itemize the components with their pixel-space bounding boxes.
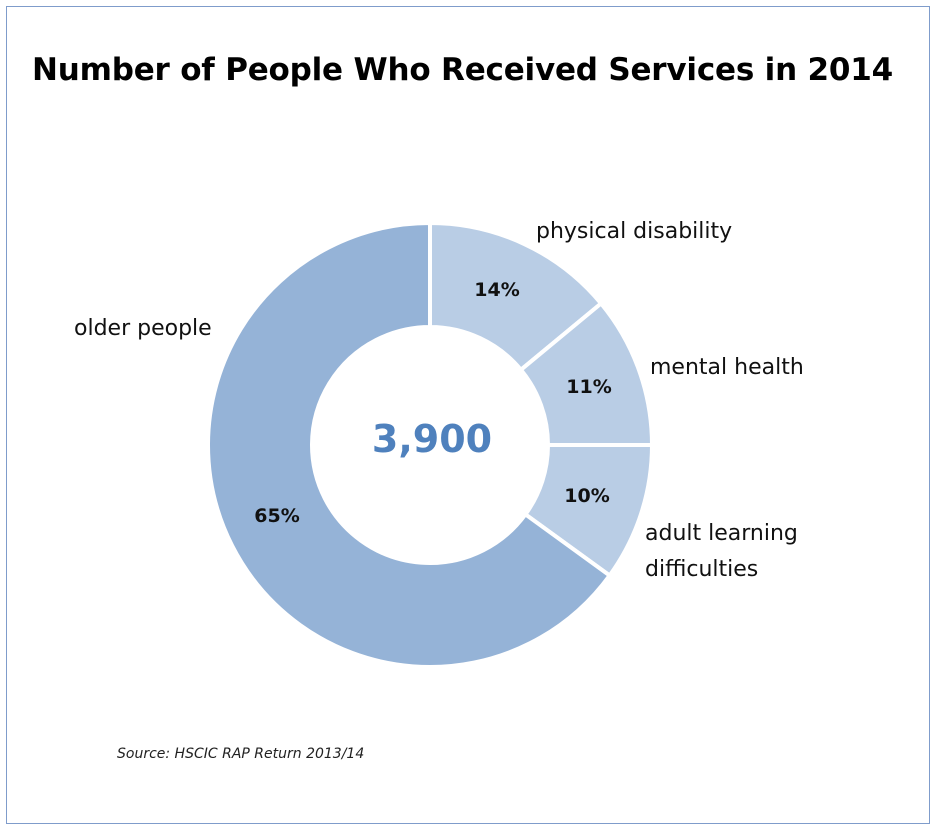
slice-older-people	[206, 220, 613, 669]
category-label-physical-disability: physical disability	[536, 219, 732, 244]
pct-label-adult-learning-difficulties: 10%	[564, 485, 609, 507]
pct-label-mental-health: 11%	[566, 376, 611, 398]
source-note: Source: HSCIC RAP Return 2013/14	[117, 746, 365, 762]
category-label-older-people: older people	[74, 316, 212, 341]
pct-label-older-people: 65%	[254, 505, 299, 527]
category-label-adult-learning-difficulties: adult learning difficulties	[645, 521, 798, 582]
chart-title: Number of People Who Received Services i…	[32, 52, 894, 88]
chart-frame	[6, 6, 930, 824]
category-label-mental-health: mental health	[650, 355, 804, 380]
center-total-label: 3,900	[372, 417, 492, 461]
pct-label-physical-disability: 14%	[474, 279, 519, 301]
